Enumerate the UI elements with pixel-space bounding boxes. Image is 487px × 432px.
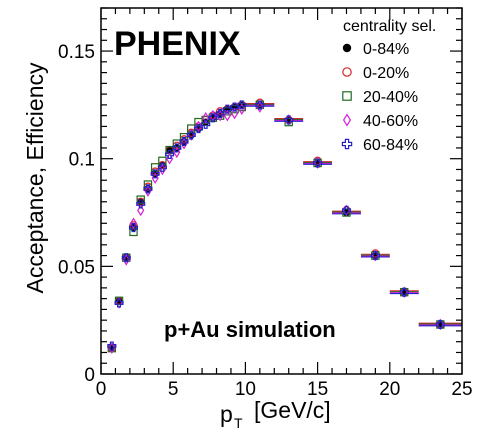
x-tick-label: 25 bbox=[451, 379, 472, 400]
simulation-annotation: p+Au simulation bbox=[164, 317, 336, 342]
data-point bbox=[193, 124, 204, 134]
data-point bbox=[122, 254, 130, 266]
data-point bbox=[201, 119, 211, 129]
x-tick-label: 10 bbox=[235, 379, 256, 400]
data-point bbox=[208, 113, 218, 123]
legend-marker bbox=[341, 138, 353, 150]
data-point bbox=[256, 101, 264, 113]
legend-marker bbox=[342, 67, 352, 77]
y-axis-title: Acceptance, Efficiency bbox=[22, 62, 48, 293]
data-point bbox=[230, 102, 240, 112]
data-point bbox=[136, 199, 146, 209]
data-point bbox=[128, 223, 139, 233]
data-point bbox=[136, 195, 145, 204]
x-axis-title-unit: [GeV/c] bbox=[254, 397, 331, 423]
data-point bbox=[255, 100, 265, 110]
legend-title: centrality sel. bbox=[343, 18, 436, 35]
data-point bbox=[114, 298, 124, 308]
data-point bbox=[179, 132, 189, 142]
data-point bbox=[237, 100, 247, 110]
data-point bbox=[121, 253, 131, 263]
data-point bbox=[223, 109, 231, 122]
data-point bbox=[144, 185, 152, 197]
legend-marker bbox=[342, 43, 352, 53]
x-axis-title: p T [GeV/c] bbox=[220, 397, 331, 431]
y-tick-label: 0.1 bbox=[69, 150, 95, 171]
legend: centrality sel. 0-84% 0-20% 20-40% 40-60% 60… bbox=[341, 18, 436, 154]
data-points bbox=[107, 98, 445, 354]
data-point bbox=[143, 184, 153, 194]
data-point bbox=[399, 287, 409, 297]
data-point bbox=[137, 204, 145, 217]
data-point bbox=[435, 319, 445, 330]
data-point bbox=[150, 169, 160, 179]
x-tick-label: 0 bbox=[96, 379, 107, 400]
data-point bbox=[107, 341, 117, 351]
data-point bbox=[150, 167, 160, 176]
data-point bbox=[179, 136, 189, 147]
data-point bbox=[143, 180, 153, 189]
x-tick-label: 5 bbox=[168, 379, 179, 400]
data-point bbox=[215, 108, 225, 119]
data-point bbox=[180, 137, 188, 150]
data-point bbox=[157, 162, 167, 172]
data-point bbox=[186, 130, 196, 140]
data-point bbox=[129, 217, 138, 230]
series-60-84% bbox=[107, 100, 445, 351]
legend-label: 0-20% bbox=[363, 65, 409, 82]
legend-label: 40-60% bbox=[363, 113, 418, 130]
legend-label: 60-84% bbox=[363, 137, 418, 154]
y-tick-label: 0.15 bbox=[58, 42, 95, 63]
x-tick-label: 20 bbox=[379, 379, 400, 400]
data-point bbox=[222, 104, 232, 114]
legend-marker bbox=[342, 113, 352, 127]
y-tick-label: 0 bbox=[84, 365, 95, 386]
legend-label: 20-40% bbox=[363, 89, 418, 106]
data-point bbox=[341, 205, 352, 215]
data-point bbox=[284, 115, 294, 125]
data-point bbox=[165, 149, 175, 159]
x-axis-title-main: p bbox=[220, 401, 233, 427]
data-point bbox=[202, 111, 210, 124]
x-axis-title-subscript: T bbox=[234, 415, 243, 431]
legend-label: 0-84% bbox=[363, 41, 409, 58]
axes: 0 5 10 15 20 25 0 0.05 0.1 0.15 bbox=[58, 7, 473, 400]
legend-marker bbox=[342, 91, 352, 101]
data-point bbox=[108, 342, 116, 354]
data-point bbox=[230, 107, 239, 120]
data-point bbox=[216, 109, 224, 122]
data-point bbox=[313, 158, 323, 168]
data-point bbox=[172, 143, 182, 153]
data-point bbox=[370, 251, 380, 261]
experiment-label: PHENIX bbox=[114, 25, 241, 63]
x-tick-label: 15 bbox=[307, 379, 328, 400]
data-point bbox=[158, 163, 166, 176]
y-tick-label: 0.05 bbox=[58, 257, 95, 278]
